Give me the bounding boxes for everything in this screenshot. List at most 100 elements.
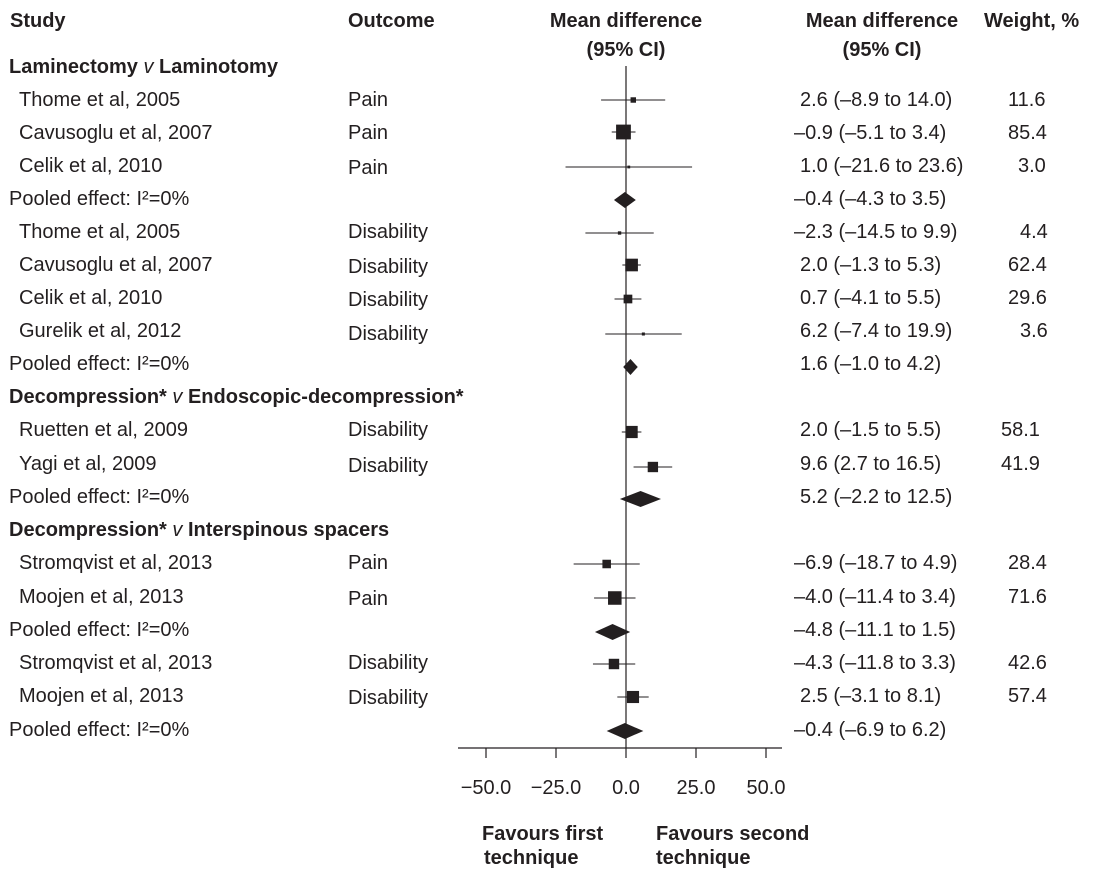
study-label: Moojen et al, 2013 bbox=[19, 586, 184, 608]
weight-label: 3.0 bbox=[1018, 155, 1046, 177]
study-label: Stromqvist et al, 2013 bbox=[19, 552, 213, 574]
ci-label: –6.9 (–18.7 to 4.9) bbox=[794, 552, 958, 574]
study-marker bbox=[623, 294, 633, 304]
outcome-label: Disability bbox=[348, 455, 429, 477]
outcome-label: Disability bbox=[348, 652, 429, 674]
pooled-diamond bbox=[623, 359, 638, 375]
x-tick-label: −25.0 bbox=[531, 777, 582, 799]
favours-first-line2: technique bbox=[484, 847, 579, 869]
study-marker bbox=[626, 690, 640, 704]
study-label: Thome et al, 2005 bbox=[19, 89, 181, 111]
weight-label: 62.4 bbox=[1008, 254, 1047, 276]
ci-label: 2.0 (–1.3 to 5.3) bbox=[800, 254, 942, 276]
study-marker bbox=[602, 559, 611, 569]
study-label: Ruetten et al, 2009 bbox=[19, 419, 189, 441]
outcome-label: Pain bbox=[348, 122, 389, 144]
study-label: Celik et al, 2010 bbox=[19, 155, 163, 177]
weight-label: 28.4 bbox=[1008, 552, 1047, 574]
pooled-diamond bbox=[606, 723, 644, 739]
ci-label: 0.7 (–4.1 to 5.5) bbox=[800, 287, 942, 309]
header-weight: Weight, % bbox=[984, 10, 1080, 32]
weight-label: 42.6 bbox=[1008, 652, 1047, 674]
group-heading-3: Decompression* v Interspinous spacers bbox=[9, 519, 390, 541]
pooled-label: Pooled effect: I²=0% bbox=[9, 188, 190, 210]
pooled-diamond bbox=[594, 624, 631, 640]
weight-label: 29.6 bbox=[1008, 287, 1047, 309]
study-label: Stromqvist et al, 2013 bbox=[19, 652, 213, 674]
header-outcome: Outcome bbox=[348, 10, 435, 32]
weight-label: 4.4 bbox=[1020, 221, 1048, 243]
weight-label: 58.1 bbox=[1001, 419, 1040, 441]
outcome-label: Pain bbox=[348, 552, 389, 574]
outcome-label: Pain bbox=[348, 89, 389, 111]
outcome-label: Disability bbox=[348, 419, 429, 441]
outcome-label: Disability bbox=[348, 687, 429, 709]
ci-label: 1.0 (–21.6 to 23.6) bbox=[800, 155, 964, 177]
study-marker bbox=[616, 124, 631, 140]
header-md-line2: (95% CI) bbox=[842, 39, 922, 61]
group-heading-2: Decompression* v Endoscopic-decompressio… bbox=[9, 386, 464, 408]
ci-label: –4.3 (–11.8 to 3.3) bbox=[794, 652, 956, 674]
outcome-label: Disability bbox=[348, 256, 429, 278]
study-label: Cavusoglu et al, 2007 bbox=[19, 122, 213, 144]
weight-label: 41.9 bbox=[1001, 453, 1040, 475]
favours-first-line1: Favours first bbox=[482, 823, 604, 845]
header-plot-line2: (95% CI) bbox=[586, 39, 666, 61]
study-label: Thome et al, 2005 bbox=[19, 221, 181, 243]
weight-label: 71.6 bbox=[1008, 586, 1047, 608]
ci-label: –0.9 (–5.1 to 3.4) bbox=[794, 122, 947, 144]
ci-label: –4.0 (–11.4 to 3.4) bbox=[794, 586, 956, 608]
study-label: Cavusoglu et al, 2007 bbox=[19, 254, 213, 276]
outcome-label: Pain bbox=[348, 588, 389, 610]
study-marker bbox=[608, 658, 620, 670]
pooled-label: Pooled effect: I²=0% bbox=[9, 619, 190, 641]
outcome-label: Disability bbox=[348, 221, 429, 243]
study-label: Yagi et al, 2009 bbox=[19, 453, 157, 475]
ci-label: 2.0 (–1.5 to 5.5) bbox=[800, 419, 942, 441]
outcome-label: Pain bbox=[348, 157, 389, 179]
ci-label: –4.8 (–11.1 to 1.5) bbox=[794, 619, 956, 641]
outcome-label: Disability bbox=[348, 289, 429, 311]
study-marker bbox=[647, 461, 659, 473]
study-marker bbox=[617, 231, 622, 235]
study-marker bbox=[641, 332, 645, 336]
ci-label: –0.4 (–4.3 to 3.5) bbox=[794, 188, 947, 210]
study-label: Celik et al, 2010 bbox=[19, 287, 163, 309]
header-md-line1: Mean difference bbox=[805, 10, 959, 32]
study-marker bbox=[627, 165, 631, 169]
x-tick-label: 50.0 bbox=[747, 777, 786, 799]
pooled-diamond bbox=[613, 192, 636, 208]
ci-label: 6.2 (–7.4 to 19.9) bbox=[800, 320, 953, 342]
outcome-label: Disability bbox=[348, 323, 429, 345]
weight-label: 3.6 bbox=[1020, 320, 1048, 342]
x-tick-label: −50.0 bbox=[461, 777, 512, 799]
favours-second-line2: technique bbox=[656, 847, 751, 869]
pooled-diamond bbox=[619, 491, 661, 507]
ci-label: –0.4 (–6.9 to 6.2) bbox=[794, 719, 947, 741]
ci-label: 5.2 (–2.2 to 12.5) bbox=[800, 486, 953, 508]
group-heading-1: Laminectomy v Laminotomy bbox=[9, 56, 278, 78]
ci-label: 2.5 (–3.1 to 8.1) bbox=[800, 685, 942, 707]
study-marker bbox=[625, 425, 638, 439]
pooled-label: Pooled effect: I²=0% bbox=[9, 719, 190, 741]
ci-label: 2.6 (–8.9 to 14.0) bbox=[800, 89, 953, 111]
study-marker bbox=[630, 97, 637, 103]
pooled-label: Pooled effect: I²=0% bbox=[9, 486, 190, 508]
pooled-label: Pooled effect: I²=0% bbox=[9, 353, 190, 375]
header-study: Study bbox=[10, 10, 66, 32]
weight-label: 57.4 bbox=[1008, 685, 1047, 707]
study-label: Gurelik et al, 2012 bbox=[19, 320, 182, 342]
favours-second-line1: Favours second bbox=[656, 823, 810, 845]
study-marker bbox=[625, 258, 638, 272]
study-marker bbox=[608, 591, 622, 605]
x-tick-label: 25.0 bbox=[677, 777, 716, 799]
x-tick-label: 0.0 bbox=[612, 777, 640, 799]
study-label: Moojen et al, 2013 bbox=[19, 685, 184, 707]
ci-label: 9.6 (2.7 to 16.5) bbox=[800, 453, 942, 475]
ci-label: 1.6 (–1.0 to 4.2) bbox=[800, 353, 942, 375]
weight-label: 11.6 bbox=[1008, 89, 1046, 111]
weight-label: 85.4 bbox=[1008, 122, 1047, 144]
header-plot-line1: Mean difference bbox=[549, 10, 703, 32]
ci-label: –2.3 (–14.5 to 9.9) bbox=[794, 221, 958, 243]
